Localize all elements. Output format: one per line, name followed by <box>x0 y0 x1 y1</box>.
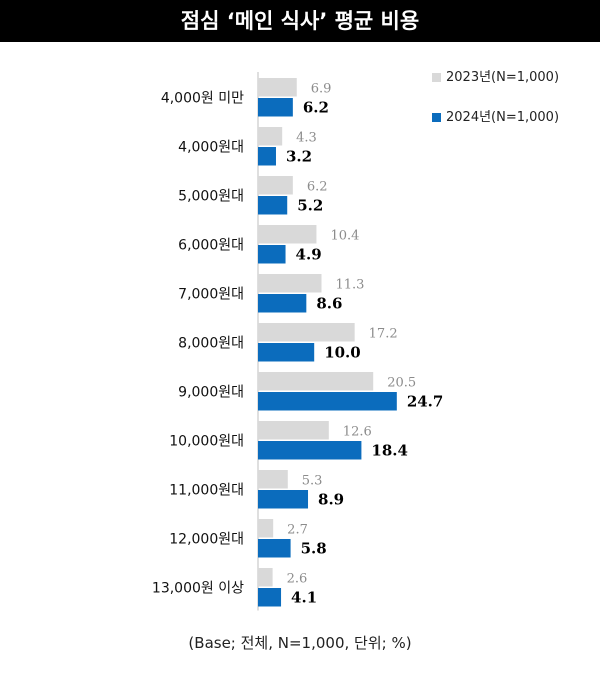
data-label-2023: 6.2 <box>307 180 328 195</box>
legend-item-2024: 2024년(N=1,000) <box>432 106 559 125</box>
data-label-2024: 6.2 <box>303 99 329 117</box>
legend-item-2023: 2023년(N=1,000) <box>432 66 559 85</box>
bar-2024 <box>258 245 286 264</box>
category-label: 5,000원대 <box>178 188 244 204</box>
bar-2023 <box>258 568 273 587</box>
data-label-2024: 8.6 <box>316 295 342 313</box>
data-label-2023: 11.3 <box>336 278 365 293</box>
data-label-2023: 2.7 <box>287 523 308 538</box>
category-label: 10,000원대 <box>169 433 244 449</box>
data-label-2024: 10.0 <box>324 344 361 362</box>
legend-swatch-2024 <box>432 113 441 122</box>
bar-2024 <box>258 343 315 362</box>
footnote: (Base; 전체, N=1,000, 단위; %) <box>188 634 412 652</box>
category-label: 6,000원대 <box>178 237 244 253</box>
bar-2024 <box>258 392 397 411</box>
legend-swatch-2023 <box>432 73 441 82</box>
bar-2023 <box>258 470 288 489</box>
category-label: 9,000원대 <box>178 384 244 400</box>
data-label-2024: 4.1 <box>291 589 317 607</box>
category-label: 4,000원대 <box>178 139 244 155</box>
bar-2024 <box>258 196 288 215</box>
legend-label-2023: 2023년(N=1,000) <box>446 70 560 85</box>
bar-2024 <box>258 539 291 558</box>
data-label-2024: 5.8 <box>301 540 327 558</box>
data-label-2023: 20.5 <box>387 376 416 391</box>
data-label-2023: 2.6 <box>287 572 308 587</box>
legend-label-2024: 2024년(N=1,000) <box>446 110 560 125</box>
bar-2024 <box>258 490 309 509</box>
category-label: 7,000원대 <box>178 286 244 302</box>
data-label-2023: 6.9 <box>311 82 332 97</box>
bar-2023 <box>258 372 374 391</box>
bar-2023 <box>258 127 283 146</box>
bar-2024 <box>258 98 293 117</box>
data-label-2023: 4.3 <box>296 131 317 146</box>
chart-title: 점심 ‘메인 식사’ 평균 비용 <box>0 0 600 42</box>
category-label: 13,000원 이상 <box>152 580 244 596</box>
data-label-2024: 8.9 <box>318 491 344 509</box>
data-label-2024: 3.2 <box>286 148 312 166</box>
data-label-2024: 4.9 <box>296 246 322 264</box>
bar-2023 <box>258 176 293 195</box>
bar-2023 <box>258 519 274 538</box>
data-label-2024: 5.2 <box>297 197 323 215</box>
data-label-2024: 24.7 <box>407 393 444 411</box>
bar-2023 <box>258 421 329 440</box>
category-label: 11,000원대 <box>169 482 244 498</box>
data-label-2023: 12.6 <box>343 425 372 440</box>
category-label: 12,000원대 <box>169 531 244 547</box>
category-label: 8,000원대 <box>178 335 244 351</box>
category-label: 4,000원 미만 <box>161 90 244 106</box>
bar-2024 <box>258 294 307 313</box>
data-label-2023: 17.2 <box>369 327 398 342</box>
bar-2024 <box>258 147 276 166</box>
data-label-2023: 5.3 <box>302 474 323 489</box>
bar-2023 <box>258 274 322 293</box>
data-label-2023: 10.4 <box>330 229 359 244</box>
bar-2024 <box>258 441 362 460</box>
bar-2023 <box>258 225 317 244</box>
bar-2023 <box>258 78 297 97</box>
bar-2024 <box>258 588 282 607</box>
data-label-2024: 18.4 <box>371 442 408 460</box>
bar-2023 <box>258 323 355 342</box>
